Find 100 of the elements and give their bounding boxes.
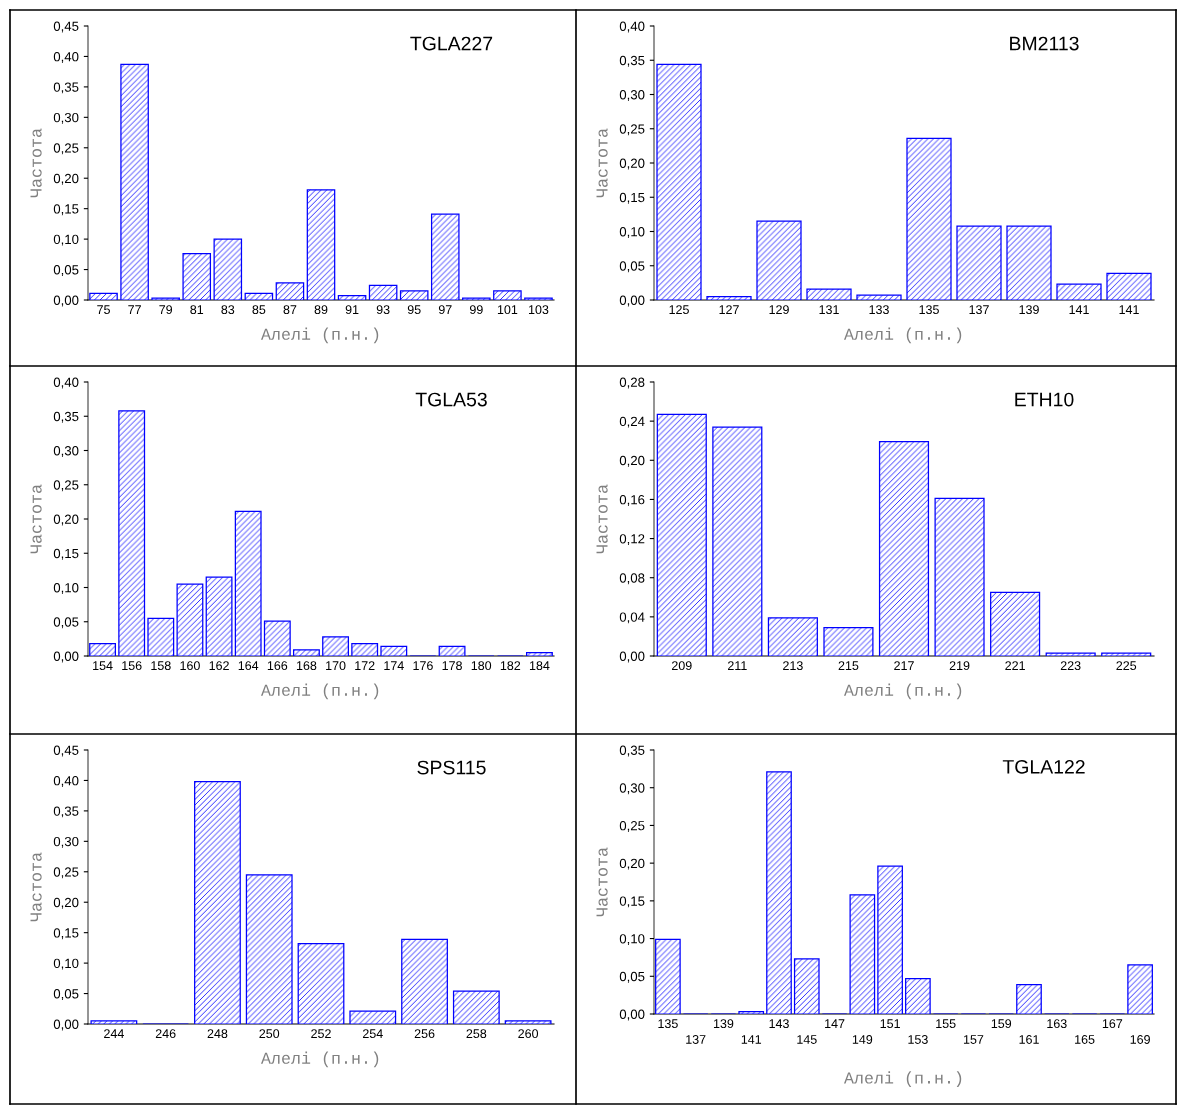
x-tick-label: 83 bbox=[221, 305, 235, 315]
y-tick-label: 0,40 bbox=[53, 776, 79, 787]
y-axis-title: Частота bbox=[596, 484, 608, 554]
x-tick-label: 137 bbox=[686, 1035, 706, 1044]
y-tick-label: 0,40 bbox=[53, 52, 79, 63]
bar bbox=[452, 990, 500, 1024]
y-tick-label: 0,15 bbox=[53, 204, 79, 216]
y-tick-label: 0,25 bbox=[619, 124, 645, 136]
y-tick-label: 0,00 bbox=[619, 1009, 645, 1021]
bar bbox=[656, 63, 702, 300]
y-tick-label: 0,12 bbox=[619, 534, 645, 546]
x-axis-title: Алелі (п.н.) bbox=[843, 1071, 962, 1087]
bar bbox=[767, 617, 818, 656]
bar bbox=[234, 510, 262, 656]
y-tick-label: 0,00 bbox=[53, 1019, 79, 1031]
y-tick-label: 0,05 bbox=[53, 617, 79, 629]
y-tick-label: 0,25 bbox=[619, 821, 645, 832]
bar bbox=[292, 649, 320, 656]
x-tick-label: 209 bbox=[671, 661, 692, 671]
bar bbox=[905, 977, 931, 1014]
x-tick-label: 250 bbox=[259, 1029, 280, 1039]
y-tick-label: 0,20 bbox=[619, 858, 645, 870]
x-tick-label: 184 bbox=[529, 661, 550, 671]
x-tick-label: 139 bbox=[1019, 305, 1039, 315]
x-tick-label: 174 bbox=[384, 661, 404, 670]
y-axis-title: Частота bbox=[30, 484, 42, 554]
chart-title: TGLA122 bbox=[1002, 759, 1085, 774]
x-tick-label: 103 bbox=[528, 305, 549, 315]
x-tick-label: 219 bbox=[949, 661, 970, 671]
x-tick-label: 161 bbox=[1019, 1035, 1039, 1044]
y-tick-label: 0,04 bbox=[619, 612, 645, 624]
bar bbox=[766, 771, 792, 1014]
x-tick-label: 99 bbox=[469, 305, 483, 315]
y-axis-title: Частота bbox=[30, 852, 42, 922]
bar bbox=[306, 189, 336, 300]
x-tick-label: 135 bbox=[658, 1019, 678, 1029]
y-tick-label: 0,15 bbox=[619, 192, 645, 204]
x-tick-label: 141 bbox=[1119, 305, 1139, 314]
y-tick-label: 0,28 bbox=[619, 377, 645, 389]
x-tick-label: 75 bbox=[97, 305, 110, 315]
y-axis-title: Частота bbox=[596, 128, 608, 198]
y-tick-label: 0,10 bbox=[53, 234, 79, 246]
bar bbox=[245, 874, 293, 1024]
bar bbox=[738, 1011, 765, 1014]
x-tick-label: 223 bbox=[1060, 661, 1081, 671]
y-tick-label: 0,00 bbox=[619, 651, 645, 663]
y-tick-label: 0,45 bbox=[53, 745, 79, 757]
bar bbox=[806, 288, 852, 300]
x-tick-label: 159 bbox=[991, 1019, 1012, 1029]
x-tick-label: 256 bbox=[414, 1029, 435, 1039]
x-tick-label: 77 bbox=[128, 305, 141, 314]
x-tick-label: 81 bbox=[190, 305, 204, 315]
x-tick-label: 151 bbox=[880, 1019, 900, 1029]
x-axis-title: Алелі (п.н.) bbox=[260, 1051, 379, 1068]
bar bbox=[934, 497, 985, 656]
y-axis-title: Частота bbox=[596, 847, 608, 917]
x-tick-label: 149 bbox=[852, 1035, 873, 1044]
bar bbox=[89, 643, 117, 656]
chart-title: BM2113 bbox=[1010, 36, 1079, 51]
x-tick-label: 178 bbox=[442, 661, 462, 671]
x-tick-label: 85 bbox=[252, 305, 266, 315]
bar bbox=[504, 1020, 552, 1024]
bar bbox=[322, 636, 350, 656]
bar bbox=[878, 441, 930, 656]
chart-title: ETH10 bbox=[1015, 392, 1074, 407]
y-tick-label: 0,35 bbox=[53, 806, 79, 818]
x-tick-label: 225 bbox=[1116, 661, 1137, 671]
x-tick-label: 163 bbox=[1047, 1019, 1067, 1029]
y-tick-label: 0,25 bbox=[53, 867, 79, 879]
bar bbox=[118, 410, 146, 656]
y-tick-label: 0,30 bbox=[53, 446, 79, 457]
x-tick-label: 91 bbox=[345, 305, 359, 315]
bar bbox=[1056, 283, 1102, 300]
y-tick-label: 0,05 bbox=[619, 261, 645, 273]
y-tick-label: 0,35 bbox=[53, 82, 79, 94]
y-tick-label: 0,10 bbox=[53, 958, 79, 970]
bar bbox=[120, 63, 149, 300]
x-axis-title: Алелі (п.н.) bbox=[260, 327, 379, 344]
x-tick-label: 221 bbox=[1005, 661, 1025, 670]
bar bbox=[823, 626, 874, 656]
x-tick-label: 213 bbox=[783, 661, 803, 671]
x-tick-label: 125 bbox=[669, 305, 689, 315]
x-tick-label: 246 bbox=[155, 1029, 176, 1039]
x-tick-label: 155 bbox=[936, 1019, 956, 1029]
bar bbox=[1127, 964, 1153, 1014]
y-tick-label: 0,05 bbox=[619, 971, 645, 983]
bar bbox=[263, 620, 291, 656]
bar bbox=[380, 645, 408, 656]
x-tick-label: 141 bbox=[1069, 305, 1089, 314]
y-tick-label: 0,35 bbox=[619, 55, 645, 67]
x-tick-label: 139 bbox=[713, 1019, 734, 1029]
x-tick-label: 164 bbox=[238, 661, 259, 671]
x-tick-label: 211 bbox=[728, 661, 747, 670]
x-tick-label: 97 bbox=[438, 305, 452, 315]
x-tick-label: 217 bbox=[894, 661, 914, 670]
bar bbox=[1016, 983, 1042, 1014]
y-tick-label: 0,05 bbox=[53, 265, 79, 277]
x-tick-label: 127 bbox=[719, 305, 739, 314]
y-tick-label: 0,30 bbox=[619, 90, 645, 101]
y-tick-label: 0,00 bbox=[53, 295, 79, 307]
